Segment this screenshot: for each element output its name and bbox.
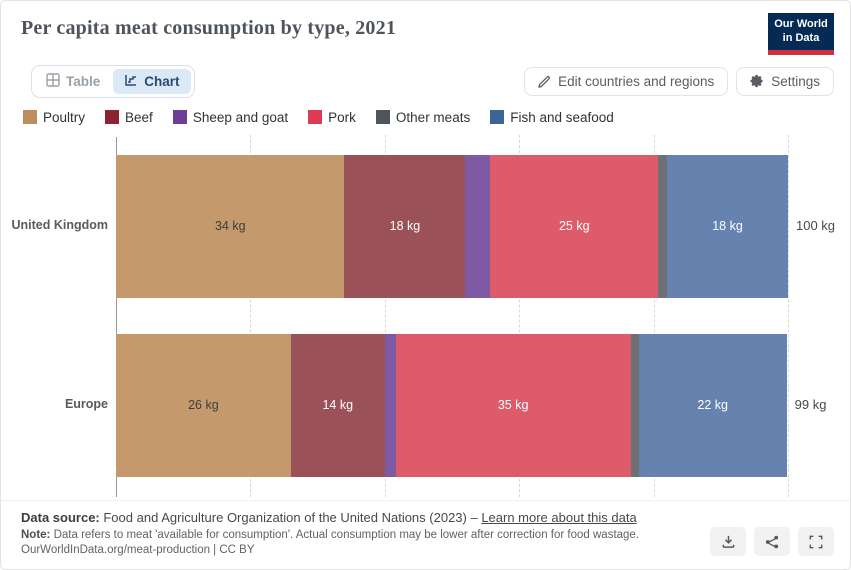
legend-swatch-beef xyxy=(105,110,120,124)
tab-chart[interactable]: Chart xyxy=(113,68,191,94)
bar-row-united-kingdom: 34 kg 18 kg 25 kg 18 kg xyxy=(116,154,788,298)
data-source-line: Data source: Food and Agriculture Organi… xyxy=(21,510,639,525)
footer-text: Data source: Food and Agriculture Organi… xyxy=(21,510,639,556)
legend-item-pork[interactable]: Pork xyxy=(308,110,356,125)
download-icon xyxy=(721,534,736,549)
legend-item-poultry[interactable]: Poultry xyxy=(23,110,85,125)
share-button[interactable] xyxy=(754,527,790,556)
fullscreen-button[interactable] xyxy=(798,527,834,556)
settings-button[interactable]: Settings xyxy=(736,66,834,96)
page-title: Per capita meat consumption by type, 202… xyxy=(21,17,397,39)
citation-line: OurWorldInData.org/meat-production | CC … xyxy=(21,544,255,556)
bar-row-europe: 26 kg 14 kg 35 kg 22 kg xyxy=(116,333,787,477)
legend-item-other-meats[interactable]: Other meats xyxy=(375,109,471,125)
legend-label: Poultry xyxy=(43,109,86,125)
legend-label: Other meats xyxy=(395,109,471,125)
segment-pork-united-kingdom[interactable]: 25 kg xyxy=(490,154,659,298)
owid-logo-line1: Our World xyxy=(774,18,828,30)
legend-label: Pork xyxy=(328,109,356,125)
header: Per capita meat consumption by type, 202… xyxy=(1,1,850,55)
entity-label-united-kingdom: United Kingdom xyxy=(11,218,108,232)
data-source-label: Data source: xyxy=(21,510,100,525)
tab-table-label: Table xyxy=(66,73,101,89)
legend-item-sheep-and-goat[interactable]: Sheep and goat xyxy=(172,109,289,125)
gridline-100 xyxy=(788,134,789,497)
segment-value-label: 35 kg xyxy=(497,398,529,412)
legend-label: Fish and seafood xyxy=(510,109,614,125)
entity-label-europe: Europe xyxy=(64,397,108,411)
total-label-united-kingdom: 100 kg xyxy=(796,218,836,233)
segment-value-label: 22 kg xyxy=(697,398,728,412)
legend: Poultry Beef Sheep and goat Pork Other meats… xyxy=(1,98,850,125)
legend-swatch-poultry xyxy=(23,110,37,124)
pencil-icon xyxy=(538,75,551,88)
header-buttons: Edit countries and regions Settings xyxy=(524,66,834,96)
view-tab-group: Table Chart xyxy=(31,64,195,98)
segment-value-label: 26 kg xyxy=(188,398,219,412)
legend-swatch-other-meats xyxy=(375,110,390,124)
segment-fish-and-seafood-united-kingdom[interactable]: 18 kg xyxy=(667,154,788,298)
download-button[interactable] xyxy=(710,527,746,556)
legend-item-fish-and-seafood[interactable]: Fish and seafood xyxy=(490,110,614,125)
legend-label: Beef xyxy=(125,109,153,125)
action-buttons xyxy=(710,527,834,556)
segment-poultry-europe[interactable]: 26 kg xyxy=(116,333,291,477)
plot-area: 34 kg 18 kg 25 kg 18 kg United Kingdom 100 kg… xyxy=(11,134,835,497)
segment-value-label: 34 kg xyxy=(214,219,246,233)
edit-countries-button[interactable]: Edit countries and regions xyxy=(524,66,729,96)
segment-value-label: 18 kg xyxy=(389,219,421,233)
gridline-20 xyxy=(250,134,252,497)
table-icon xyxy=(46,72,60,90)
owid-logo[interactable]: Our World in Data xyxy=(768,13,834,55)
segment-value-label: 25 kg xyxy=(558,219,590,233)
total-label-europe: 99 kg xyxy=(794,397,827,412)
controls-row: Table Chart Edit countries and regions xyxy=(1,55,850,98)
segment-value-label: 18 kg xyxy=(712,219,743,233)
note-line: Note: Data refers to meat 'available for… xyxy=(21,529,639,541)
legend-swatch-pork xyxy=(308,110,323,124)
gridline-60 xyxy=(519,134,521,497)
footer: Data source: Food and Agriculture Organi… xyxy=(1,500,850,569)
segment-other-meats-united-kingdom[interactable] xyxy=(658,154,668,298)
segment-other-meats-europe[interactable] xyxy=(630,333,639,477)
legend-label: Sheep and goat xyxy=(192,109,289,125)
tab-chart-label: Chart xyxy=(144,73,180,89)
edit-countries-label: Edit countries and regions xyxy=(558,73,715,89)
legend-item-beef[interactable]: Beef xyxy=(105,110,153,125)
segment-pork-europe[interactable]: 35 kg xyxy=(395,333,631,477)
chart: 34 kg 18 kg 25 kg 18 kg United Kingdom 100 kg… xyxy=(1,134,850,501)
owid-logo-line2: in Data xyxy=(782,31,820,44)
legend-swatch-fish-and-seafood xyxy=(490,110,505,124)
chart-icon xyxy=(124,73,138,90)
segment-sheep-and-goat-europe[interactable] xyxy=(384,333,396,477)
gear-icon xyxy=(750,74,764,88)
data-source-text: Food and Agriculture Organization of the… xyxy=(99,510,482,525)
gridline-80 xyxy=(653,134,655,497)
share-icon xyxy=(765,535,779,549)
note-text: Data refers to meat 'available for consu… xyxy=(50,529,640,541)
segment-beef-united-kingdom[interactable]: 18 kg xyxy=(344,154,466,298)
learn-more-link[interactable]: Learn more about this data xyxy=(481,510,637,525)
note-label: Note: xyxy=(21,529,51,541)
y-axis-line xyxy=(116,136,117,497)
segment-beef-europe[interactable]: 14 kg xyxy=(290,333,385,477)
segment-poultry-united-kingdom[interactable]: 34 kg xyxy=(116,154,345,298)
fullscreen-icon xyxy=(809,535,823,549)
settings-label: Settings xyxy=(771,73,820,89)
segment-fish-and-seafood-europe[interactable]: 22 kg xyxy=(638,333,787,477)
gridline-40 xyxy=(384,134,386,497)
tab-table[interactable]: Table xyxy=(35,69,111,94)
legend-swatch-sheep-and-goat xyxy=(172,110,187,124)
segment-value-label: 14 kg xyxy=(322,398,354,412)
segment-sheep-and-goat-united-kingdom[interactable] xyxy=(465,154,491,298)
